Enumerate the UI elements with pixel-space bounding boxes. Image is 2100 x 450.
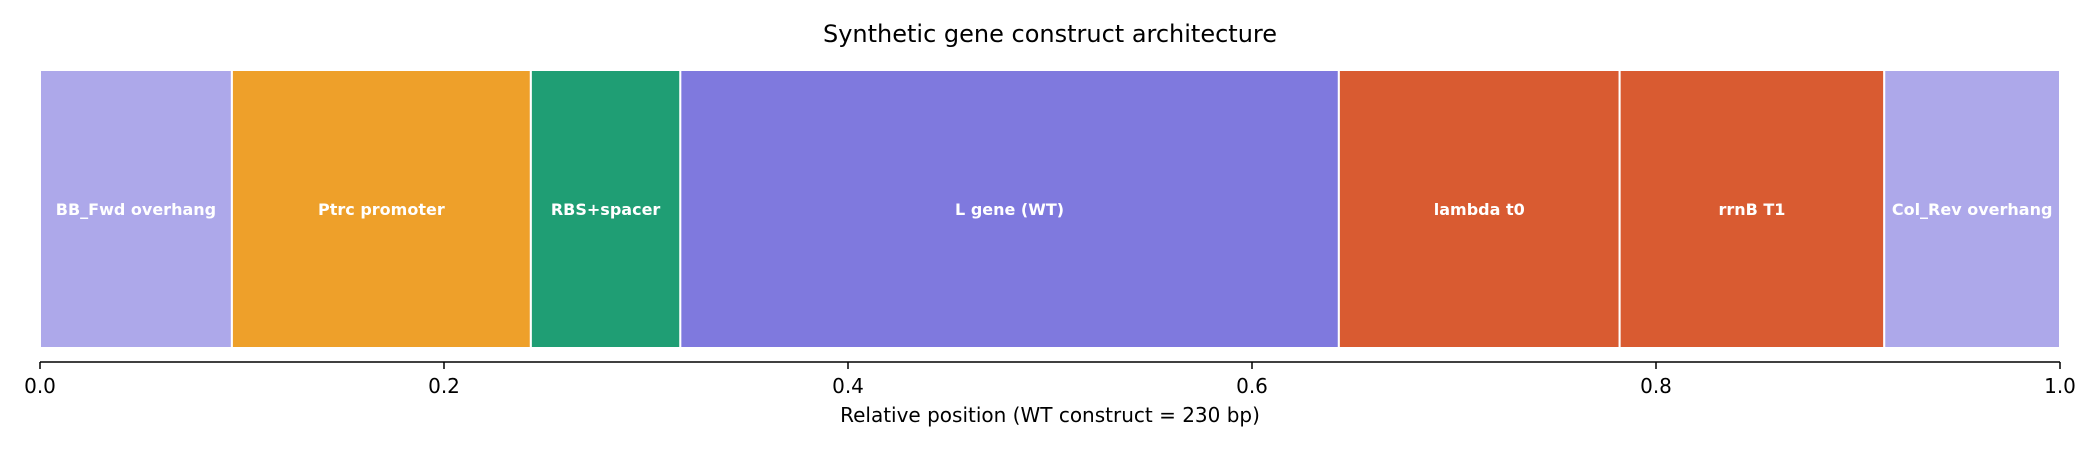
- segment-bar: [39, 69, 233, 349]
- segment-label: Col_Rev overhang: [1892, 200, 2053, 219]
- segment-bar: [230, 69, 532, 349]
- x-axis: 0.0 0.2 0.4 0.6 0.8 1.0: [24, 361, 2076, 398]
- x-tick-label: 0.4: [832, 374, 864, 398]
- segment-label: rrnB T1: [1718, 200, 1785, 219]
- segment-label: BB_Fwd overhang: [56, 200, 216, 219]
- segment-bar: [1618, 69, 1886, 349]
- x-tick-label: 0.6: [1236, 374, 1268, 398]
- x-tick-label: 0.2: [428, 374, 460, 398]
- chart-title: Synthetic gene construct architecture: [823, 20, 1277, 48]
- x-tick-label: 0.0: [24, 374, 56, 398]
- x-tick-label: 1.0: [2044, 374, 2076, 398]
- x-axis-label: Relative position (WT construct = 230 bp…: [840, 403, 1260, 427]
- segment-bar: [529, 69, 682, 349]
- segment-label: L gene (WT): [955, 200, 1064, 219]
- x-tick-label: 0.8: [1640, 374, 1672, 398]
- segment-bar: [1883, 69, 2062, 349]
- segment-bar: [679, 69, 1340, 349]
- segment-label: lambda t0: [1434, 200, 1525, 219]
- segment-label: Ptrc promoter: [318, 200, 445, 219]
- segment-label: RBS+spacer: [551, 200, 661, 219]
- segment-bar: [1337, 69, 1621, 349]
- construct-segments: BB_Fwd overhang Ptrc promoter RBS+spacer L …: [39, 69, 2062, 349]
